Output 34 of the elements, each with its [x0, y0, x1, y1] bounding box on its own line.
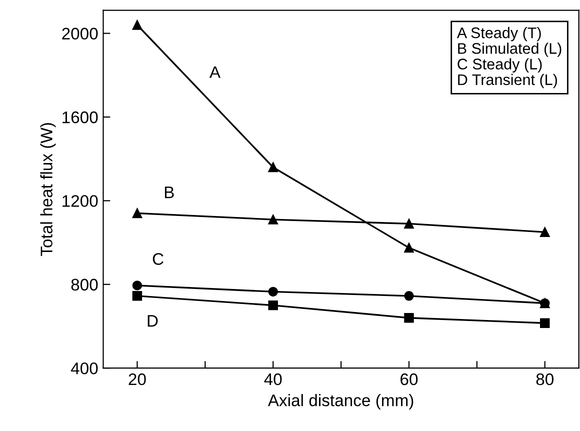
point	[540, 298, 550, 308]
point	[132, 280, 142, 290]
x-tick-label: 60	[400, 373, 418, 386]
x-tick-label: 40	[264, 373, 282, 386]
y-tick-label: 2000	[62, 28, 98, 40]
point	[132, 291, 142, 301]
annotation: A Steady (T)	[456, 27, 541, 42]
point	[268, 162, 278, 172]
x-tick-label: 20	[128, 373, 146, 386]
series-label: C	[152, 253, 164, 265]
point	[132, 20, 142, 30]
x-axis-title: Axial distance (mm)	[268, 394, 414, 410]
point	[268, 300, 278, 310]
point	[404, 242, 414, 253]
series-label: A	[209, 66, 221, 78]
x-tick-label: 80	[536, 373, 554, 386]
y-tick-label: 1200	[62, 195, 98, 207]
annotation: B Simulated (L)	[458, 42, 562, 57]
point	[404, 313, 414, 323]
series-label: B	[164, 186, 174, 198]
y-tick-label: 1600	[62, 111, 98, 124]
point	[404, 218, 414, 229]
annotation: D Transient (L)	[458, 74, 557, 88]
annotation: C Steady (L)	[458, 58, 542, 73]
point	[404, 291, 414, 301]
point	[132, 208, 142, 218]
y-axis-title: Total heat flux (W)	[40, 123, 56, 256]
y-tick-label: 400	[70, 362, 98, 374]
point	[268, 214, 278, 224]
point	[268, 286, 278, 297]
y-tick-label: 800	[71, 278, 98, 291]
point	[540, 227, 550, 237]
point	[540, 318, 550, 328]
series-label: D	[148, 315, 158, 327]
